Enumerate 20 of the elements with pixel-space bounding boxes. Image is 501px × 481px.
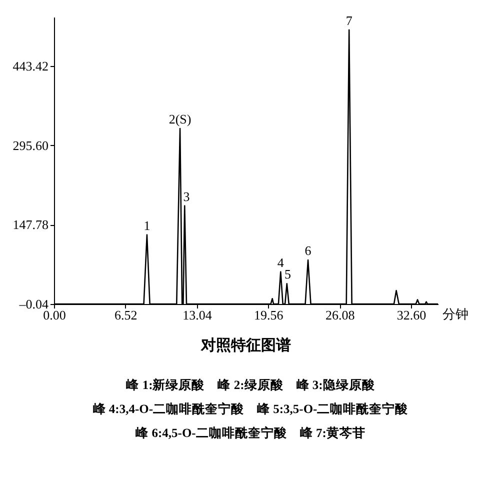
- x-tick-label: 19.56: [254, 308, 284, 322]
- text: 峰 4:3,4-O-二咖啡酰奎宁酸 峰 5:3,5-O-二咖啡酰奎宁酸: [92, 401, 410, 418]
- x-axis-title: 分钟: [442, 306, 468, 322]
- annotation: 5: [284, 266, 292, 282]
- annotation: 2(S): [168, 112, 192, 127]
- text: 对照特征图谱: [200, 336, 291, 354]
- annotation: 3: [183, 188, 190, 204]
- annotation: 7: [346, 12, 353, 28]
- text: 峰 6:4,5-O-二咖啡酰奎宁酸 峰 7:黄芩苷: [134, 425, 366, 442]
- annotation: 6: [304, 242, 312, 258]
- y-tick-label: 147.78: [12, 217, 48, 232]
- annotation: 1: [144, 218, 150, 233]
- x-tick-label: 26.08: [325, 308, 355, 322]
- y-tick-label: 443.42: [12, 58, 48, 74]
- x-tick-label: 6.52: [114, 308, 138, 322]
- y-tick-label: 295.60: [12, 138, 48, 153]
- text: 峰 1:新绿原酸 峰 2:绿原酸 峰 3:隐绿原酸: [125, 377, 376, 394]
- annotation: 4: [277, 254, 284, 270]
- x-tick-label: 13.04: [182, 308, 212, 322]
- x-tick-label: 32.60: [396, 308, 426, 322]
